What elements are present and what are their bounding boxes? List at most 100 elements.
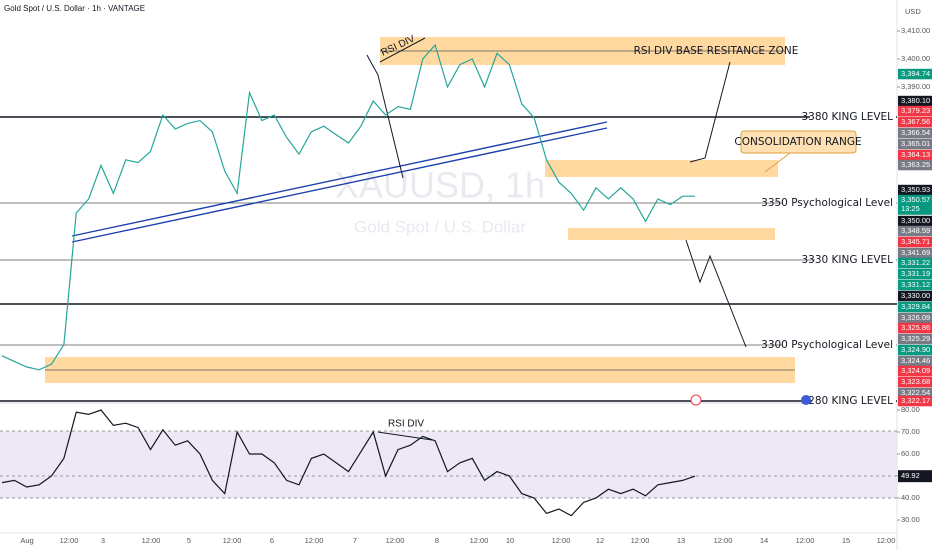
price-tag [898, 184, 932, 196]
y-tick-label: 3,410.00 [901, 26, 930, 35]
price-tag-label: 3,350.57 [901, 195, 930, 204]
x-tick-label: 12:00 [142, 536, 161, 545]
x-tick-label: 12:00 [60, 536, 79, 545]
price-tag-label: 3,367.56 [901, 117, 930, 126]
price-tag-label: 3,348.59 [901, 226, 930, 235]
price-tag-label: 3,324.46 [901, 356, 930, 365]
annotation: RSI DIV [388, 419, 424, 430]
price-tag [898, 312, 932, 324]
price-tag [898, 138, 932, 150]
price-tag-label: 3,363.25 [901, 160, 930, 169]
countdown: 13:25 [901, 204, 920, 213]
divergence-line [379, 37, 426, 63]
price-tag [898, 127, 932, 139]
event-icon [690, 394, 702, 406]
price-tag [898, 149, 932, 161]
price-tag-label: 3,350.00 [901, 216, 930, 225]
y-tick-label: 3,390.00 [901, 82, 930, 91]
arrow [366, 54, 404, 179]
price-tag [898, 333, 932, 345]
price-tag-label: 3,326.09 [901, 313, 930, 322]
watermark-name: Gold Spot / U.S. Dollar [354, 217, 526, 236]
x-tick-label: 12:00 [386, 536, 405, 545]
x-tick-label: 10 [506, 536, 514, 545]
price-tag-label: 3,329.84 [901, 302, 930, 311]
price-tag-label: 3,322.54 [901, 388, 930, 397]
symbol-title: Gold Spot / U.S. Dollar · 1h · VANTAGE [4, 4, 145, 13]
level-label: 3330 KING LEVEL [801, 254, 893, 266]
price-tag-label: 3,324.90 [901, 345, 930, 354]
value-tag-label: 49.92 [901, 471, 920, 480]
price-tag [898, 225, 932, 237]
price-tag [898, 116, 932, 128]
x-tick-label: 15 [842, 536, 850, 545]
flag-icon [801, 395, 811, 405]
x-tick-label: Aug [20, 536, 33, 545]
price-tag [898, 344, 932, 356]
consolidation-bottom-zone [568, 228, 775, 240]
price-tag-label: 3,325.29 [901, 334, 930, 343]
price-tag-label: 3,331.19 [901, 269, 930, 278]
price-tag [898, 279, 932, 291]
trend-line [71, 121, 608, 237]
x-tick-label: 13 [677, 536, 685, 545]
x-tick-label: 12:00 [877, 536, 896, 545]
x-tick-label: 7 [353, 536, 357, 545]
watermark-ticker: XAUUSD, 1h [335, 165, 545, 206]
price-tag-label: 3,330.00 [901, 291, 930, 300]
price-tag [898, 290, 932, 302]
divergence-line [377, 431, 433, 441]
level-label: 3300 Psychological Level [761, 339, 893, 351]
price-tag-label: 3,379.23 [901, 106, 930, 115]
price-tag [898, 322, 932, 334]
level-label: 3380 KING LEVEL [801, 111, 893, 123]
price-tag-label: 3,331.12 [901, 280, 930, 289]
price-tag [898, 376, 932, 388]
price-tag-label: 3,322.17 [901, 396, 930, 405]
price-tag-label: 3,380.10 [901, 96, 930, 105]
x-tick-label: 12:00 [305, 536, 324, 545]
value-tag [898, 470, 932, 483]
callout-pointer [764, 152, 791, 173]
x-tick-label: 3 [101, 536, 105, 545]
y-tick-label: 70.00 [901, 427, 920, 436]
price-tag [898, 355, 932, 367]
price-tag [898, 268, 932, 280]
series-line [1, 43, 695, 371]
currency: USD [905, 7, 921, 16]
price-tag-label: 3,331.22 [901, 258, 930, 267]
price-tag [898, 247, 932, 259]
price-tag [898, 159, 932, 171]
label-bg [812, 394, 896, 408]
level-label: 3350 Psychological Level [761, 197, 893, 209]
price-tag-label: 3,365.01 [901, 139, 930, 148]
label-bg [815, 253, 896, 267]
price-tag [898, 95, 932, 107]
y-tick-label: 80.00 [901, 405, 920, 414]
price-tag [898, 301, 932, 313]
annotation: RSI DIV BASE RESITANCE ZONE [634, 45, 799, 57]
x-tick-label: 12:00 [223, 536, 242, 545]
arrow [689, 61, 731, 163]
price-tag-label: 3,350.93 [901, 185, 930, 194]
price-tag-label: 3,364.13 [901, 150, 930, 159]
price-tag [898, 395, 932, 407]
x-tick-label: 12:00 [470, 536, 489, 545]
price-tag-label: 3,324.09 [901, 366, 930, 375]
price-tag [898, 257, 932, 269]
price-tag [898, 387, 932, 399]
price-tag-label: 3,345.71 [901, 237, 930, 246]
price-tag-label: 3,323.68 [901, 377, 930, 386]
x-tick-label: 12:00 [796, 536, 815, 545]
x-tick-label: 12:00 [552, 536, 571, 545]
label-bg [782, 196, 896, 210]
price-tag-label: 3,394.74 [901, 69, 930, 78]
y-tick-label: 3,400.00 [901, 54, 930, 63]
price-tag-label: 3,325.86 [901, 323, 930, 332]
price-tag-label: 3,341.69 [901, 248, 930, 257]
price-tag [898, 68, 932, 80]
series-line [1, 409, 696, 517]
price-tag [898, 236, 932, 248]
price-tag [898, 365, 932, 377]
